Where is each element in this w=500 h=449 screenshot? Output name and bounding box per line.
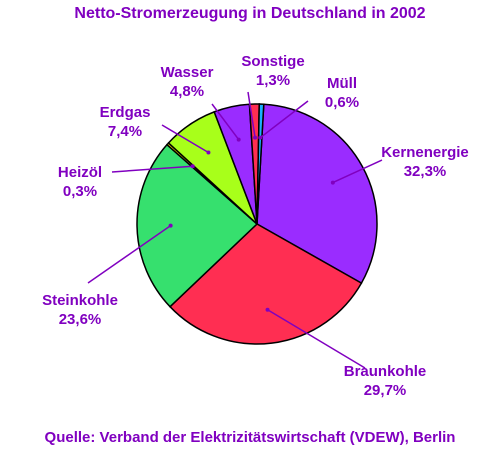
leader-line-müll	[259, 100, 309, 139]
leader-line-heizöl	[111, 165, 193, 173]
pie-slice-müll	[256, 103, 265, 225]
pie-slice-kernenergie	[256, 103, 378, 285]
leader-line-steinkohle	[87, 225, 172, 284]
pie-slice-steinkohle	[136, 143, 259, 308]
slice-name-erdgas: Erdgas	[100, 104, 151, 121]
leader-line-kernenergie	[332, 159, 383, 184]
leader-dot-erdgas	[206, 150, 211, 155]
slice-value-kernenergie: 32,3%	[404, 163, 447, 180]
slice-name-steinkohle: Steinkohle	[42, 292, 118, 309]
slice-name-heizöl: Heizöl	[58, 164, 102, 181]
slice-name-müll: Müll	[327, 75, 357, 92]
slice-name-sonstige: Sonstige	[241, 53, 304, 70]
leader-line-sonstige	[247, 91, 256, 138]
leader-dot-sonstige	[253, 135, 258, 140]
leader-dot-kernenergie	[330, 180, 335, 185]
slice-value-wasser: 4,8%	[170, 83, 204, 100]
leader-dot-wasser	[236, 137, 241, 142]
slice-value-müll: 0,6%	[325, 94, 359, 111]
slice-name-wasser: Wasser	[161, 64, 214, 81]
leader-dot-braunkohle	[265, 307, 270, 312]
slice-value-erdgas: 7,4%	[108, 123, 142, 140]
leader-line-braunkohle	[267, 309, 366, 369]
slice-value-heizöl: 0,3%	[63, 183, 97, 200]
slice-value-sonstige: 1,3%	[256, 72, 290, 89]
leader-dot-heizöl	[190, 164, 195, 169]
slice-value-braunkohle: 29,7%	[364, 382, 407, 399]
leader-dot-müll	[258, 135, 263, 140]
leader-dot-steinkohle	[168, 223, 173, 228]
leader-line-erdgas	[161, 124, 209, 154]
pie-slice-braunkohle	[168, 223, 363, 345]
slice-name-braunkohle: Braunkohle	[344, 363, 427, 380]
slice-value-steinkohle: 23,6%	[59, 311, 102, 328]
chart-source: Quelle: Verband der Elektrizitätswirtsch…	[45, 429, 456, 446]
leader-line-wasser	[211, 103, 240, 141]
slice-name-kernenergie: Kernenergie	[381, 144, 469, 161]
chart-title: Netto-Stromerzeugung in Deutschland in 2…	[74, 5, 425, 22]
